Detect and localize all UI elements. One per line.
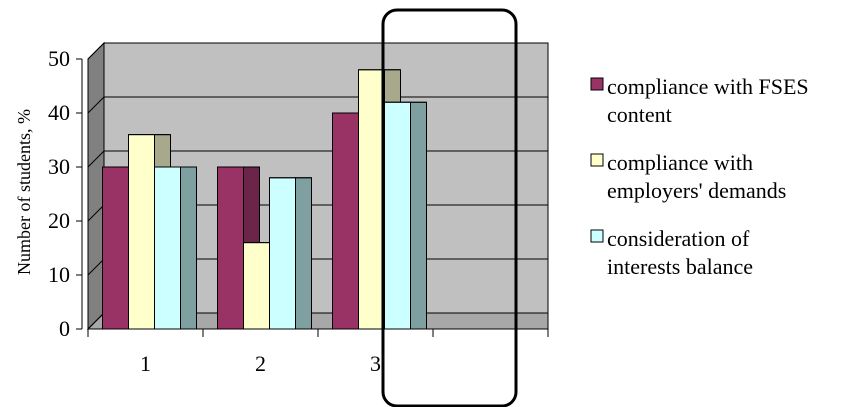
- legend-swatch: [590, 77, 604, 91]
- gridline-side: [87, 204, 105, 222]
- legend-label: employers' demands: [607, 178, 786, 203]
- highlight-box: [381, 8, 518, 407]
- bar-side: [180, 166, 197, 330]
- x-tick-label: 1: [140, 351, 151, 376]
- bar: [384, 101, 427, 330]
- legend-label: compliance with FSES: [607, 74, 809, 99]
- gridline-side: [87, 312, 105, 330]
- gridline-side: [87, 258, 105, 276]
- bar-front: [154, 166, 181, 330]
- gridline-side: [87, 42, 105, 60]
- bar-front: [128, 134, 155, 330]
- x-tick-label: 3: [370, 351, 381, 376]
- bar-front: [384, 101, 411, 330]
- legend-swatch: [590, 153, 604, 167]
- x-tick-label: 2: [255, 351, 266, 376]
- bar-side: [410, 101, 427, 330]
- bars: [102, 69, 427, 330]
- y-tick-label: 0: [59, 316, 70, 341]
- y-axis-label: Number of students, %: [14, 109, 34, 275]
- bar-front: [358, 69, 385, 330]
- bar-side: [295, 177, 312, 330]
- legend-swatch: [590, 229, 604, 243]
- bar-front: [269, 177, 296, 330]
- legend: compliance with FSES content compliance wi…: [590, 74, 809, 279]
- bar: [154, 166, 197, 330]
- bar: [269, 177, 312, 330]
- y-tick-label: 40: [48, 100, 70, 125]
- y-tick-label: 30: [48, 154, 70, 179]
- legend-label: consideration of: [607, 226, 750, 251]
- side-wall: [87, 41, 105, 331]
- bar-front: [332, 112, 359, 330]
- legend-label: content: [607, 102, 672, 127]
- bar-front: [102, 166, 129, 330]
- gridline-side: [87, 150, 105, 168]
- gridline-side: [87, 96, 105, 114]
- bar-front: [243, 242, 270, 330]
- y-tick-label: 50: [48, 46, 70, 71]
- axes: 0 10 20 30 40 50 1 2 3: [48, 46, 549, 376]
- bar-front: [217, 166, 244, 330]
- y-tick-label: 20: [48, 208, 70, 233]
- y-tick-label: 10: [48, 262, 70, 287]
- legend-label: compliance with: [607, 150, 753, 175]
- legend-label: interests balance: [607, 254, 753, 279]
